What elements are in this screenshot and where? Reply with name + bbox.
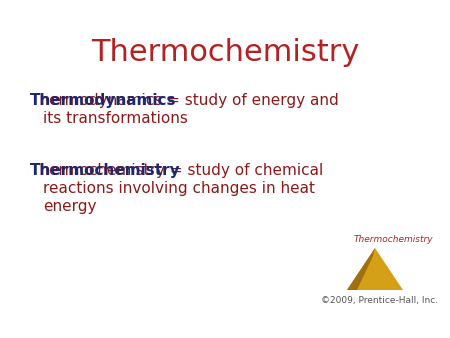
Text: reactions involving changes in heat: reactions involving changes in heat: [43, 181, 315, 196]
Text: its transformations: its transformations: [43, 111, 188, 126]
Text: energy: energy: [43, 199, 96, 214]
Text: Thermochemistry = study of chemical: Thermochemistry = study of chemical: [30, 163, 323, 178]
Text: Thermochemistry: Thermochemistry: [91, 38, 359, 67]
Text: ©2009, Prentice-Hall, Inc.: ©2009, Prentice-Hall, Inc.: [321, 296, 439, 305]
Text: Thermodynamics = study of energy and: Thermodynamics = study of energy and: [30, 93, 339, 108]
Polygon shape: [347, 248, 375, 290]
Text: Thermodynamics: Thermodynamics: [30, 93, 176, 108]
Polygon shape: [347, 248, 403, 290]
Text: Thermochemistry: Thermochemistry: [30, 163, 180, 178]
Text: Thermochemistry: Thermochemistry: [353, 235, 433, 244]
